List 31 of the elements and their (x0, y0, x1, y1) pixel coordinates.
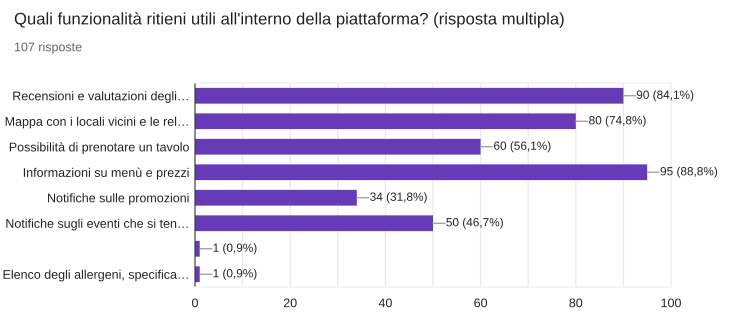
y-tick-label: Informazioni su menù e prezzi (24, 168, 189, 180)
y-tick-label: Elenco degli allergeni, specifica… (4, 270, 188, 282)
text: 107 risposte (14, 42, 82, 54)
data-label: 80 (74,8%) (589, 116, 646, 127)
data-label: 90 (84,1%) (636, 90, 694, 102)
x-tick-label: 0 (192, 298, 198, 308)
data-label: 50 (46,7%) (446, 218, 503, 229)
x-tick-label: 60 (474, 298, 488, 308)
x-tick-label: 40 (378, 298, 392, 308)
bar (195, 215, 433, 232)
bar (195, 113, 576, 130)
bar (195, 266, 200, 282)
x-tick-label: 100 (662, 298, 681, 308)
y-tick-label: Possibilità di prenotare un tavolo (10, 142, 189, 154)
y-tick-label: Mappa con i locali vicini e le rel… (6, 116, 188, 128)
data-label: 60 (56,1%) (494, 141, 550, 152)
data-label: 95 (88,8%) (660, 166, 718, 178)
y-tick-label: Notifiche sugli eventi che si ten… (6, 218, 188, 230)
bar (195, 190, 357, 206)
y-tick-label: Recensioni e valutazioni degli… (13, 91, 188, 103)
data-label: 1 (0,9%) (214, 268, 256, 280)
bar (195, 88, 624, 104)
data-label: 34 (31,8%) (370, 192, 427, 204)
chart-title: Quali funzionalità ritieni utili all'interno della piattaforma? (risposta multipla) (14, 12, 564, 28)
y-tick-label: Notifiche sulle promozioni (48, 193, 189, 205)
bar (195, 164, 648, 180)
x-tick-label: 80 (569, 298, 582, 308)
bar (195, 138, 481, 155)
x-tick-label: 20 (284, 298, 297, 308)
bar (195, 240, 200, 257)
data-label: 1 (0,9%) (214, 243, 256, 254)
